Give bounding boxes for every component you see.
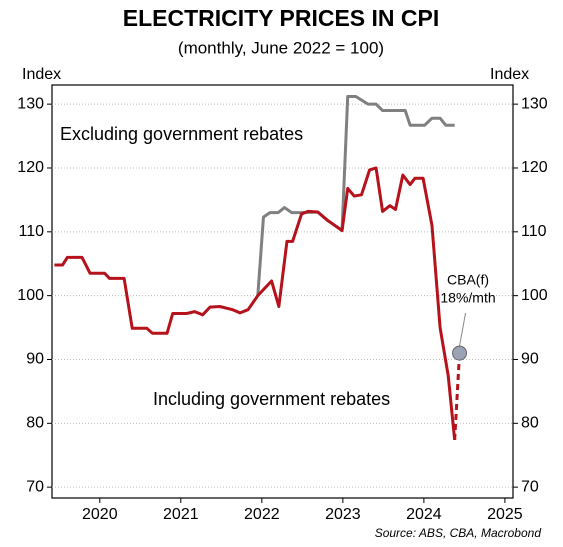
y2-tick-label: 70 (521, 478, 539, 495)
y2-tick-label: 130 (521, 95, 548, 112)
y2-tick-label: 110 (521, 223, 547, 240)
series-line (54, 166, 457, 441)
y2-tick-label: 120 (521, 159, 548, 176)
forecast-marker (452, 345, 468, 361)
y2-tick-label: 80 (521, 415, 539, 432)
y-tick-label: 80 (26, 415, 44, 432)
series-label: Excluding government rebates (60, 124, 303, 144)
source: Source: ABS, CBA, Macrobond (375, 526, 542, 540)
y2-axis-label: Index (490, 66, 529, 83)
chart-subtitle: (monthly, June 2022 = 100) (178, 38, 384, 57)
y-tick-label: 130 (17, 95, 44, 112)
y-axis-label: Index (22, 66, 61, 83)
x-tick-label: 2020 (82, 506, 118, 523)
x-tick-label: 2022 (244, 506, 280, 523)
series-label: Including government rebates (153, 389, 390, 409)
x-tick-label: 2021 (163, 506, 199, 523)
x-tick-label: 2024 (406, 506, 442, 523)
plot-frame (51, 84, 514, 499)
y-tick-label: 70 (26, 478, 44, 495)
forecast-line (453, 353, 462, 440)
y-tick-label: 110 (18, 223, 44, 240)
series-line (256, 94, 455, 296)
x-tick-label: 2025 (487, 506, 523, 523)
y-tick-label: 100 (17, 287, 44, 304)
annotation-leader (459, 313, 467, 347)
x-tick-label: 2023 (325, 506, 361, 523)
y-tick-label: 90 (26, 351, 44, 368)
y2-tick-label: 100 (521, 287, 548, 304)
chart-title: ELECTRICITY PRICES IN CPI (123, 5, 440, 31)
y2-tick-label: 90 (521, 351, 539, 368)
annotation-name: CBA(f) (447, 272, 489, 288)
y-tick-label: 120 (17, 159, 44, 176)
annotation-label: 18%/mth (440, 290, 495, 306)
